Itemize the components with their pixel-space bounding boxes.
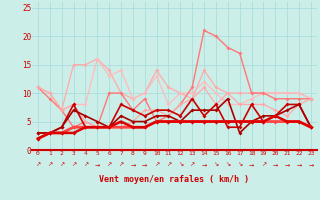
X-axis label: Vent moyen/en rafales ( km/h ): Vent moyen/en rafales ( km/h ) bbox=[100, 175, 249, 184]
